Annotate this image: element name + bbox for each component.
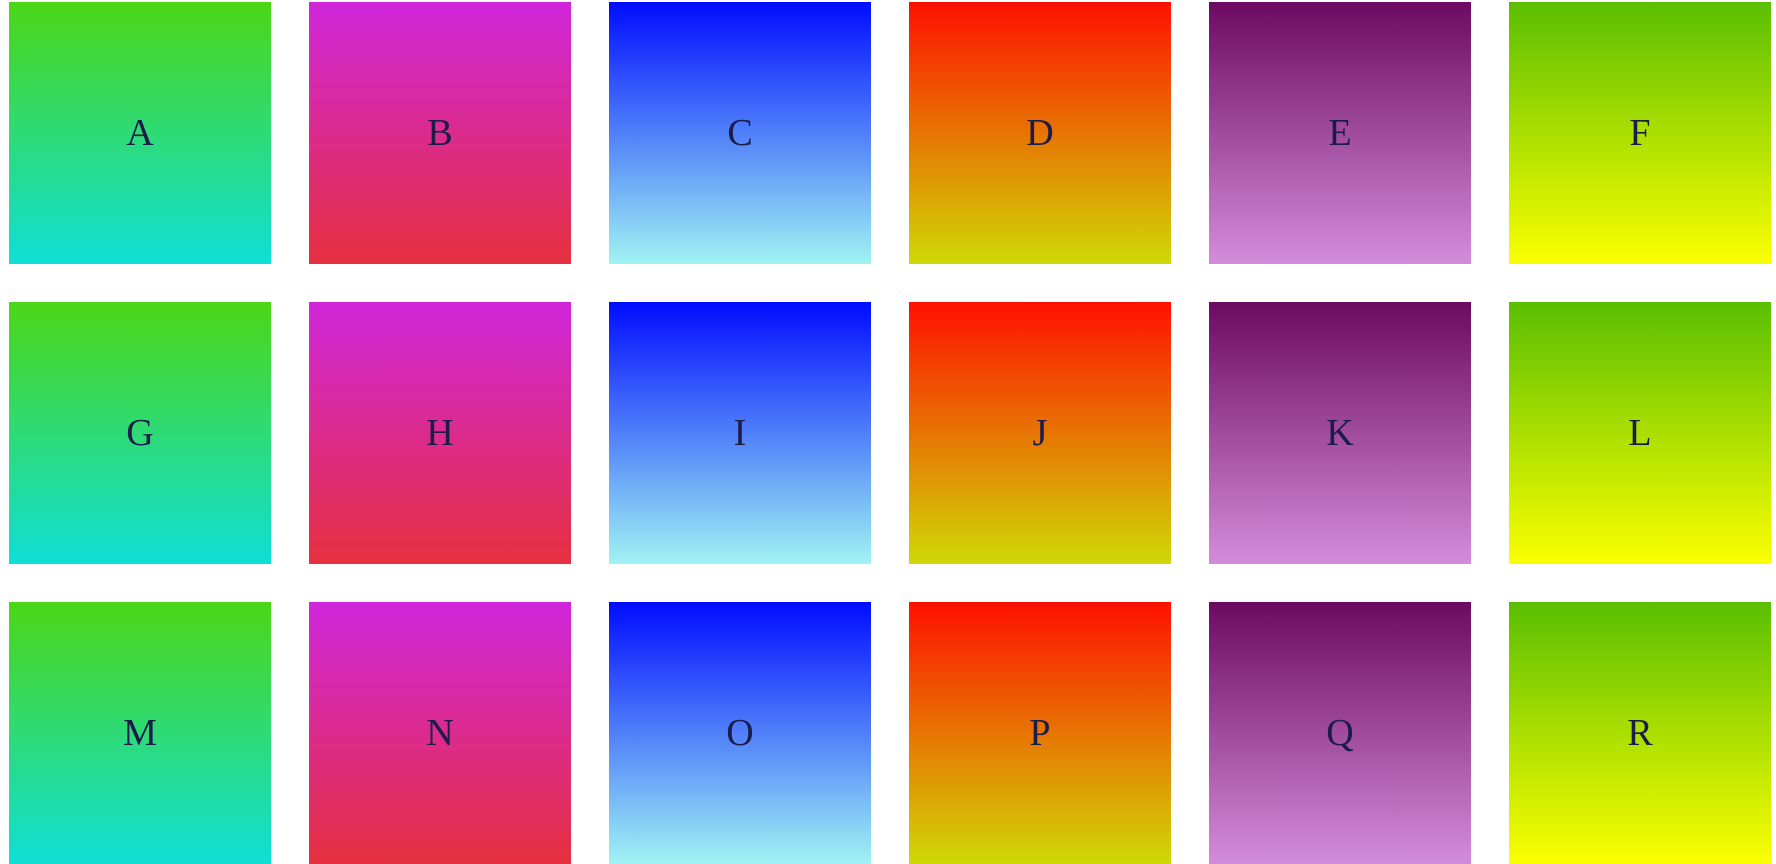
tile-c[interactable]: C (609, 2, 871, 264)
tile-b[interactable]: B (309, 2, 571, 264)
tile-r[interactable]: R (1509, 602, 1771, 864)
tile-label: G (126, 412, 154, 454)
tile-label: M (123, 712, 157, 754)
tile-f[interactable]: F (1509, 2, 1771, 264)
tile-g[interactable]: G (9, 302, 271, 564)
tile-p[interactable]: P (909, 602, 1171, 864)
tile-label: F (1629, 112, 1651, 154)
tile-j[interactable]: J (909, 302, 1171, 564)
tile-label: I (733, 412, 747, 454)
tile-o[interactable]: O (609, 602, 871, 864)
tile-label: L (1628, 412, 1652, 454)
tile-m[interactable]: M (9, 602, 271, 864)
tile-label: K (1326, 412, 1354, 454)
tile-label: A (126, 112, 154, 154)
tile-h[interactable]: H (309, 302, 571, 564)
tile-grid: A B C D E F G H I J K L M N O P Q R (9, 2, 1776, 864)
tile-label: E (1328, 112, 1352, 154)
tile-q[interactable]: Q (1209, 602, 1471, 864)
tile-label: J (1032, 412, 1048, 454)
tile-label: Q (1326, 712, 1354, 754)
tile-label: N (426, 712, 454, 754)
tile-label: B (427, 112, 453, 154)
tile-l[interactable]: L (1509, 302, 1771, 564)
tile-label: R (1627, 712, 1653, 754)
tile-k[interactable]: K (1209, 302, 1471, 564)
tile-label: C (727, 112, 753, 154)
tile-a[interactable]: A (9, 2, 271, 264)
tile-i[interactable]: I (609, 302, 871, 564)
tile-n[interactable]: N (309, 602, 571, 864)
tile-label: O (726, 712, 754, 754)
tile-label: P (1029, 712, 1051, 754)
tile-label: H (426, 412, 454, 454)
tile-d[interactable]: D (909, 2, 1171, 264)
tile-label: D (1026, 112, 1054, 154)
tile-e[interactable]: E (1209, 2, 1471, 264)
